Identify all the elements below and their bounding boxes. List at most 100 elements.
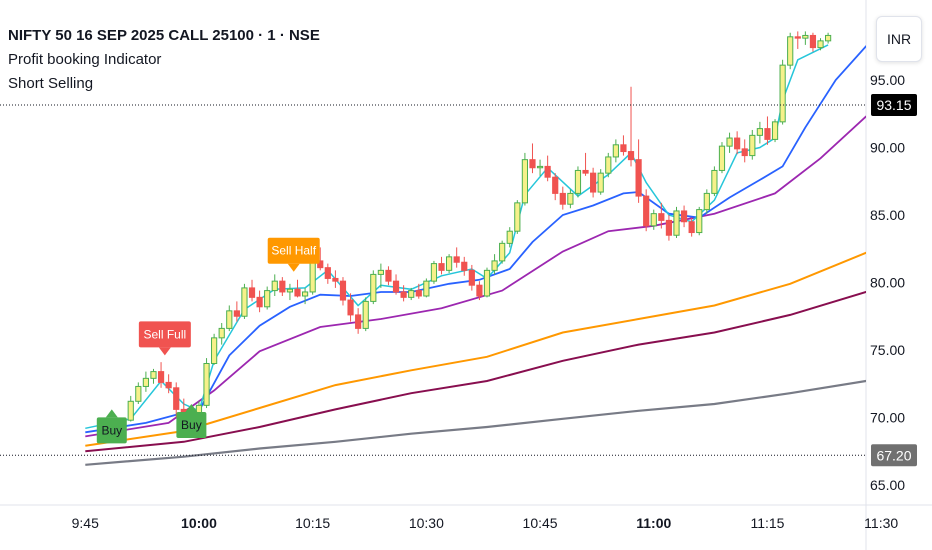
x-tick-label: 11:30 [864, 515, 898, 531]
candle-body [658, 213, 665, 221]
candle-body [703, 192, 710, 211]
indicator-profit-booking[interactable]: Profit booking Indicator [8, 51, 162, 68]
candle-body [279, 280, 286, 293]
candle-body [256, 296, 263, 308]
candle-body [536, 165, 544, 169]
candle-body [385, 269, 392, 282]
candle-body [446, 256, 453, 271]
ema-gray-line [85, 379, 866, 466]
candle-body [309, 260, 316, 293]
y-tick-label: 75.00 [870, 342, 905, 358]
signal-label-box [267, 237, 320, 264]
candle-body [559, 192, 566, 205]
x-tick-label: 10:15 [295, 515, 330, 531]
y-tick-label: 95.00 [870, 72, 905, 88]
candle-body [370, 273, 377, 302]
candle-body [408, 290, 415, 298]
candle-body [377, 269, 384, 275]
signal-text: Buy [101, 423, 122, 437]
candle-body [741, 148, 748, 157]
y-tick-label: 90.00 [870, 140, 905, 156]
candle-body [203, 363, 210, 406]
candle-body [271, 280, 278, 292]
y-tick-label: 70.00 [870, 410, 905, 426]
candle-body [165, 381, 172, 389]
signal-arrow [158, 347, 171, 356]
x-tick-label: 11:15 [750, 515, 784, 531]
candle-body [726, 137, 733, 147]
candle-body [135, 385, 142, 402]
candle-body [453, 256, 460, 263]
candle-body [483, 269, 491, 297]
candle-body [612, 144, 619, 158]
candle-body [817, 40, 824, 49]
candle-body [468, 269, 475, 286]
candle-body [643, 195, 650, 227]
y-tick-label: 65.00 [870, 477, 905, 493]
candle-body [317, 260, 324, 269]
candle-body [552, 176, 559, 194]
candle-body [248, 287, 256, 298]
candle-body [324, 267, 331, 279]
currency-button[interactable]: INR [876, 16, 922, 62]
candle-body [544, 165, 551, 178]
signal-arrow [287, 263, 300, 272]
candle-body [355, 314, 362, 329]
candle-body [734, 137, 741, 150]
signal-text: Sell Half [271, 244, 316, 258]
candle-body [211, 337, 218, 365]
signal-label-box [176, 412, 207, 438]
candle-body [665, 219, 673, 236]
ema-maroon-line [85, 290, 866, 453]
candle-body [423, 280, 430, 297]
ema-purple-line [85, 115, 866, 438]
x-tick-label: 10:30 [409, 515, 444, 531]
candle-body [127, 400, 134, 421]
candle-body [339, 280, 347, 301]
candle-body [233, 310, 240, 317]
candle-body [461, 261, 468, 271]
candle-body [650, 213, 657, 227]
candle-body [794, 36, 801, 39]
candle-body [574, 169, 582, 194]
candle-body [680, 210, 688, 223]
candle-body [286, 288, 294, 293]
candle-body [605, 156, 612, 174]
candle-body [506, 230, 513, 244]
candle-body [476, 284, 483, 297]
candle-body [521, 159, 528, 204]
candle-body [362, 300, 369, 329]
x-tick-label: 10:45 [523, 515, 558, 531]
candle-body [627, 151, 635, 161]
candle-body [590, 172, 597, 193]
candle-body [438, 263, 445, 271]
candle-body [218, 327, 225, 339]
candle-body [491, 260, 498, 271]
candle-body [301, 291, 309, 297]
candle-body [809, 34, 817, 49]
x-tick-label: 11:00 [636, 515, 671, 531]
x-tick-label: 9:45 [72, 515, 99, 531]
price-tag-text: 93.15 [876, 97, 911, 113]
candle-body [294, 288, 301, 297]
candle-body [756, 128, 763, 136]
signal-text: Buy [181, 418, 202, 432]
candle-body [400, 291, 407, 298]
price-tag-text: 67.20 [876, 447, 911, 463]
candle-body [514, 202, 521, 232]
candle-body [764, 128, 771, 140]
candle-body [142, 377, 150, 387]
candle-body [771, 121, 779, 140]
candle-body [749, 134, 756, 157]
x-tick-label: 10:00 [181, 515, 217, 531]
ema-orange-line [85, 251, 866, 447]
candle-body [567, 192, 574, 205]
candle-body [332, 277, 339, 282]
candle-body [696, 209, 703, 234]
y-tick-label: 80.00 [870, 275, 905, 291]
candle-body [157, 371, 165, 383]
candle-body [226, 310, 233, 329]
indicator-short-selling[interactable]: Short Selling [8, 75, 94, 92]
candle-body [802, 34, 809, 39]
